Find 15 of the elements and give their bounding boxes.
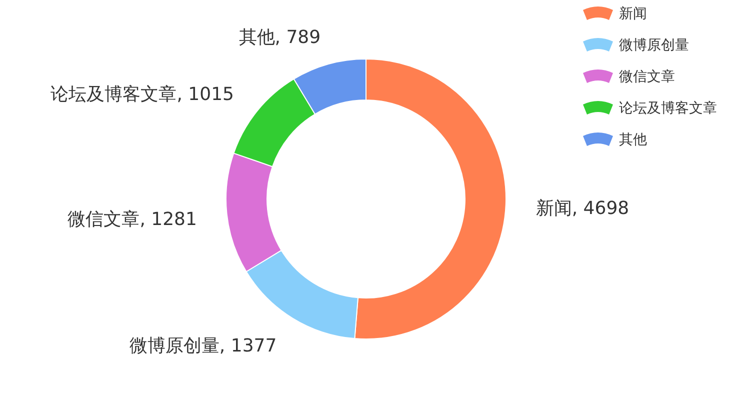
- slice-label: 新闻: [536, 198, 572, 219]
- legend-label: 其他: [619, 132, 647, 148]
- data-label: , 4698: [572, 198, 630, 219]
- data-label: , 1377: [219, 336, 277, 357]
- data-label: , 789: [274, 27, 321, 48]
- legend-label: 论坛及博客文章: [619, 100, 717, 116]
- data-label: , 1281: [140, 208, 197, 230]
- slice-label: 论坛及博客文章: [50, 84, 177, 105]
- legend-label: 微博原创量: [619, 37, 689, 54]
- legend-label: 微信文章: [619, 68, 675, 85]
- legend-label: 新闻: [619, 6, 647, 22]
- slice-label: 微博原创量: [129, 336, 220, 357]
- slice-label: 微信文章: [68, 208, 140, 230]
- slice-label: 其他: [238, 27, 275, 48]
- data-label: , 1015: [176, 84, 234, 105]
